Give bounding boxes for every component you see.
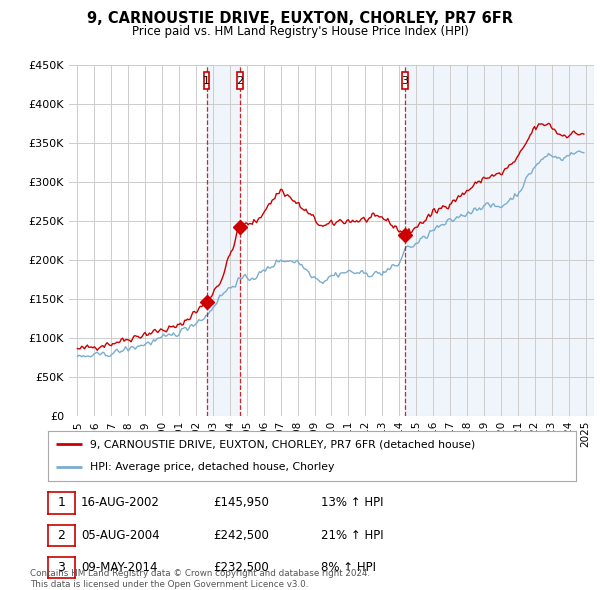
Text: 1: 1 xyxy=(58,496,65,510)
Text: 3: 3 xyxy=(58,561,65,575)
Text: 9, CARNOUSTIE DRIVE, EUXTON, CHORLEY, PR7 6FR: 9, CARNOUSTIE DRIVE, EUXTON, CHORLEY, PR… xyxy=(87,11,513,25)
FancyBboxPatch shape xyxy=(402,72,408,89)
Text: 13% ↑ HPI: 13% ↑ HPI xyxy=(321,496,383,510)
Text: 9, CARNOUSTIE DRIVE, EUXTON, CHORLEY, PR7 6FR (detached house): 9, CARNOUSTIE DRIVE, EUXTON, CHORLEY, PR… xyxy=(90,439,475,449)
Text: 09-MAY-2014: 09-MAY-2014 xyxy=(81,561,157,575)
Text: 3: 3 xyxy=(401,76,409,86)
Text: 2: 2 xyxy=(236,76,244,86)
Text: Contains HM Land Registry data © Crown copyright and database right 2024.
This d: Contains HM Land Registry data © Crown c… xyxy=(30,569,370,589)
Text: £145,950: £145,950 xyxy=(213,496,269,510)
Text: 05-AUG-2004: 05-AUG-2004 xyxy=(81,529,160,542)
Text: Price paid vs. HM Land Registry's House Price Index (HPI): Price paid vs. HM Land Registry's House … xyxy=(131,25,469,38)
Bar xyxy=(405,65,594,416)
Text: 2: 2 xyxy=(58,529,65,542)
Text: 1: 1 xyxy=(203,76,210,86)
Text: £232,500: £232,500 xyxy=(213,561,269,575)
FancyBboxPatch shape xyxy=(203,72,209,89)
Text: £242,500: £242,500 xyxy=(213,529,269,542)
Bar xyxy=(206,65,240,416)
Text: 8% ↑ HPI: 8% ↑ HPI xyxy=(321,561,376,575)
Text: HPI: Average price, detached house, Chorley: HPI: Average price, detached house, Chor… xyxy=(90,463,335,473)
Text: 21% ↑ HPI: 21% ↑ HPI xyxy=(321,529,383,542)
Text: 16-AUG-2002: 16-AUG-2002 xyxy=(81,496,160,510)
FancyBboxPatch shape xyxy=(237,72,243,89)
